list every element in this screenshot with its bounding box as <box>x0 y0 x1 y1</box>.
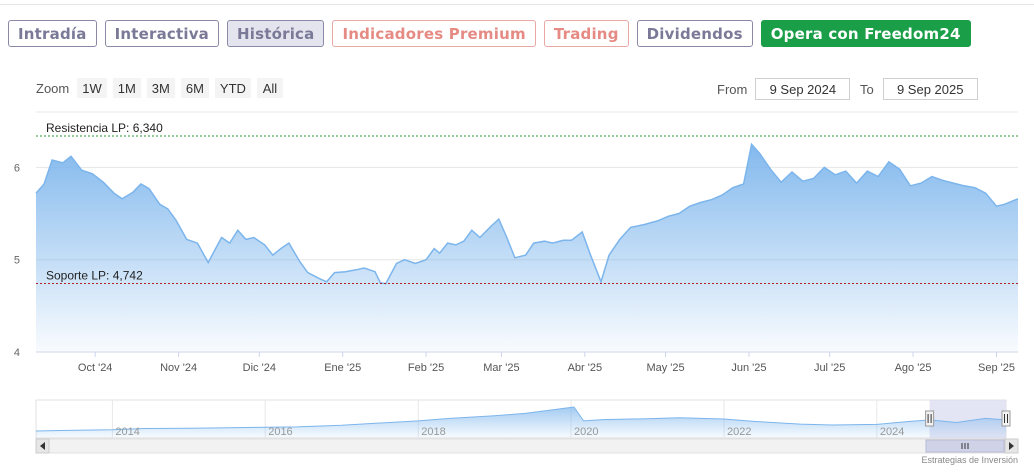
y-axis-labels: 4 5 6 <box>14 162 20 359</box>
zoom-label: Zoom <box>36 80 70 96</box>
x-tick-label: Nov '24 <box>160 362 197 374</box>
navigator-year-labels: 2014 2016 2018 2020 2022 2024 <box>115 426 904 438</box>
tab-interactiva[interactable]: Interactiva <box>104 20 219 47</box>
resistance-label: Resistencia LP: 6,340 <box>46 121 163 135</box>
navigator-left-handle[interactable] <box>925 410 935 427</box>
support-label: Soporte LP: 4,742 <box>46 269 143 283</box>
navigator[interactable]: 2014 2016 2018 2020 2022 2024 <box>35 399 1011 439</box>
x-tick-label: May '25 <box>646 362 684 374</box>
navigator-year-label: 2018 <box>421 426 445 438</box>
zoom-selector: Zoom 1W 1M 3M 6M YTD All <box>36 78 283 98</box>
navigator-right-handle[interactable] <box>1001 410 1011 427</box>
to-label: To <box>860 81 874 97</box>
x-axis-labels: Oct '24 Nov '24 Dic '24 Ene '25 Feb '25 Mar '… <box>78 352 1015 374</box>
opera-freedom24-button[interactable]: Opera con Freedom24 <box>760 20 971 47</box>
navigator-line <box>35 406 1007 432</box>
zoom-all-button[interactable]: All <box>256 78 283 98</box>
tab-dividendos[interactable]: Dividendos <box>636 20 753 47</box>
x-tick-label: Mar '25 <box>483 362 519 374</box>
x-tick-label: Sep '25 <box>978 362 1015 374</box>
x-tick-label: Ene '25 <box>324 362 361 374</box>
x-tick-label: Ago '25 <box>895 362 932 374</box>
y-tick-label: 4 <box>14 347 20 359</box>
scroll-right-arrow-icon <box>1009 442 1014 450</box>
scrollbar-track[interactable] <box>35 438 1019 454</box>
chart-credit: Estrategias de Inversión <box>921 455 1018 465</box>
scrollbar[interactable] <box>35 438 1019 454</box>
zoom-6m-button[interactable]: 6M <box>180 78 209 98</box>
price-area <box>36 144 1018 352</box>
navigator-year-label: 2014 <box>115 426 139 438</box>
navigator-year-label: 2024 <box>880 426 904 438</box>
x-tick-label: Abr '25 <box>568 362 603 374</box>
tab-indicadores-premium[interactable]: Indicadores Premium <box>332 20 536 47</box>
price-line <box>35 142 1019 285</box>
from-label: From <box>717 81 748 97</box>
from-date-input[interactable] <box>755 78 851 100</box>
navigator-area <box>36 407 1006 438</box>
to-date-input[interactable] <box>882 78 978 100</box>
range-to: To <box>860 78 978 100</box>
x-tick-label: Feb '25 <box>408 362 444 374</box>
navigator-year-label: 2022 <box>727 426 751 438</box>
y-tick-label: 6 <box>14 162 20 174</box>
zoom-ytd-button[interactable]: YTD <box>214 78 251 98</box>
range-from: From <box>717 78 851 100</box>
handle-body <box>925 410 935 427</box>
tab-trading[interactable]: Trading <box>543 20 629 47</box>
zoom-3m-button[interactable]: 3M <box>146 78 175 98</box>
zoom-1m-button[interactable]: 1M <box>112 78 141 98</box>
y-tick-label: 5 <box>14 255 20 267</box>
zoom-1w-button[interactable]: 1W <box>77 78 107 98</box>
tab-historica[interactable]: Histórica <box>227 20 325 47</box>
handle-grip-icon <box>927 414 932 423</box>
tab-intradia[interactable]: Intradía <box>8 20 97 47</box>
scrollbar-grip-icon <box>961 443 969 449</box>
x-tick-label: Dic '24 <box>243 362 276 374</box>
top-divider <box>0 4 1034 5</box>
navigator-year-label: 2020 <box>574 426 598 438</box>
navigator-year-label: 2016 <box>268 426 292 438</box>
x-tick-label: Jul '25 <box>814 362 845 374</box>
tab-bar: Intradía Interactiva Histórica Indicador… <box>8 20 971 50</box>
support-resistance-lines: Resistencia LP: 6,340 Soporte LP: 4,742 <box>36 121 1018 285</box>
x-tick-label: Oct '24 <box>78 362 113 374</box>
x-tick-label: Jun '25 <box>731 362 766 374</box>
scroll-left-arrow-icon <box>40 442 45 450</box>
handle-grip-icon <box>1004 414 1008 423</box>
navigator-handles[interactable] <box>925 410 1011 427</box>
handle-body <box>1001 410 1011 427</box>
